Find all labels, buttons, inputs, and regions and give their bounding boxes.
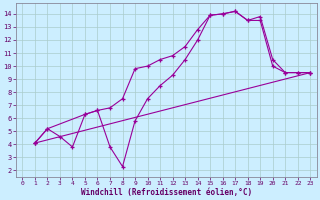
X-axis label: Windchill (Refroidissement éolien,°C): Windchill (Refroidissement éolien,°C) bbox=[81, 188, 252, 197]
